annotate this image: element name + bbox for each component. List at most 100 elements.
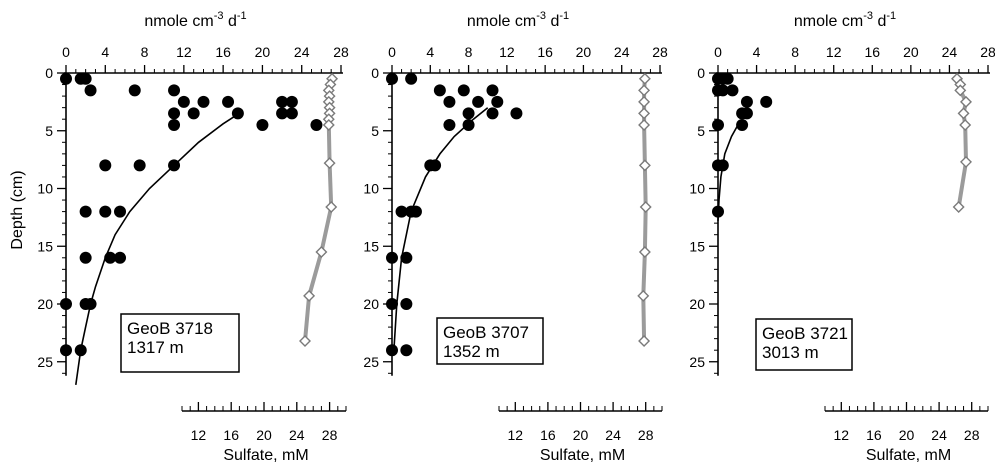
depth-axis-tick-label: 25 — [689, 354, 705, 370]
rate-point — [740, 107, 753, 120]
sulfate-point — [638, 159, 651, 172]
rate-point — [133, 159, 146, 172]
rate-point — [400, 344, 413, 357]
rate-point — [386, 344, 398, 357]
rate-point — [712, 205, 724, 218]
rate-point — [472, 95, 485, 108]
depth-axis-tick-label: 25 — [363, 354, 379, 370]
rate-point — [187, 107, 200, 120]
sulfate-point — [639, 200, 652, 213]
rate-point — [84, 84, 97, 97]
sulfate-axis-tick-label: 28 — [322, 427, 338, 443]
axis-title-text: nmole cm — [467, 13, 536, 30]
sulfate-axis-tick-label: 20 — [256, 427, 272, 443]
rate-point — [491, 95, 504, 108]
top-axis-tick-label: 8 — [141, 44, 149, 60]
water-depth-label: 1317 m — [127, 338, 184, 357]
sulfate-point — [960, 95, 972, 108]
sulfate-point — [638, 95, 651, 108]
rate-point — [222, 95, 235, 108]
sulfate-axis-tick-label: 12 — [834, 427, 850, 443]
depth-axis-tick-label: 15 — [689, 238, 705, 254]
rate-point — [386, 298, 398, 310]
sulfate-point — [954, 84, 967, 97]
rate-point — [386, 251, 398, 264]
rate-point — [400, 298, 413, 310]
site-label-box — [755, 318, 853, 371]
sulfate-point — [303, 289, 316, 302]
rate-point — [736, 118, 749, 131]
rate-point — [721, 72, 734, 85]
rate-point — [84, 298, 97, 310]
sulfate-point — [637, 289, 650, 302]
depth-axis-tick-label: 15 — [37, 238, 53, 254]
site-label: GeoB 3718 — [127, 319, 213, 338]
rate-point — [486, 107, 499, 120]
rate-point — [405, 72, 418, 85]
depth-axis-tick-label: 5 — [371, 123, 379, 139]
top-axis-title: nmole cm-3 d-1 — [794, 10, 896, 30]
rate-point — [60, 72, 72, 85]
sulfate-point — [959, 118, 972, 131]
rate-point — [443, 118, 456, 131]
axis-title-text: d — [873, 13, 886, 30]
superscript-exponent: -1 — [237, 10, 247, 22]
rate-point — [99, 205, 112, 218]
sulfate-axis-tick-label: 24 — [605, 427, 621, 443]
sulfate-axis-title: Sulfate, mM — [223, 447, 308, 464]
sulfate-axis-tick-label: 20 — [899, 427, 915, 443]
sulfate-point — [960, 155, 972, 168]
top-axis-tick-label: 24 — [942, 44, 958, 60]
superscript-exponent: -3 — [536, 10, 546, 22]
sulfate-axis-tick-label: 28 — [638, 427, 654, 443]
axis-title-text: nmole cm — [794, 13, 863, 30]
depth-axis-tick-label: 0 — [45, 65, 53, 81]
top-axis-tick-label: 12 — [176, 44, 192, 60]
axis-title-text: d — [224, 13, 237, 30]
top-axis-tick-label: 16 — [537, 44, 553, 60]
rate-point — [462, 107, 475, 120]
top-axis-tick-label: 0 — [714, 44, 722, 60]
rate-point — [197, 95, 210, 108]
top-axis-tick-label: 16 — [215, 44, 231, 60]
rate-point — [443, 95, 456, 108]
rate-point — [486, 84, 499, 97]
top-axis-tick-label: 16 — [864, 44, 880, 60]
rate-point — [114, 251, 127, 264]
rate-point — [177, 95, 190, 108]
depth-axis-tick-label: 0 — [697, 65, 705, 81]
sulfate-point — [638, 334, 651, 347]
rate-point — [168, 107, 181, 120]
rate-point — [79, 72, 92, 85]
depth-axis-tick-label: 5 — [697, 123, 705, 139]
rate-point — [409, 205, 422, 218]
top-axis-tick-label: 24 — [294, 44, 310, 60]
depth-axis-tick-label: 10 — [37, 181, 53, 197]
rate-point — [740, 95, 753, 108]
site-label-box — [120, 313, 240, 373]
water-depth-label: 3013 m — [762, 343, 819, 362]
top-axis-tick-label: 0 — [62, 44, 70, 60]
rate-point — [457, 84, 470, 97]
sulfate-axis-title: Sulfate, mM — [866, 447, 951, 464]
depth-axis-tick-label: 10 — [363, 181, 379, 197]
sulfate-axis-tick-label: 12 — [191, 427, 207, 443]
top-axis-tick-label: 8 — [791, 44, 799, 60]
rate-point — [231, 107, 244, 120]
top-axis-tick-label: 12 — [826, 44, 842, 60]
sulfate-point — [638, 84, 651, 97]
axis-title-text: d — [546, 13, 559, 30]
top-axis-tick-label: 4 — [753, 44, 761, 60]
rate-point — [60, 344, 72, 357]
rate-point — [462, 118, 475, 131]
depth-axis-tick-label: 10 — [689, 181, 705, 197]
rate-point — [285, 95, 298, 108]
superscript-exponent: -1 — [886, 10, 896, 22]
top-axis-tick-label: 20 — [576, 44, 592, 60]
sulfate-axis-title: Sulfate, mM — [540, 447, 625, 464]
depth-axis-tick-label: 20 — [689, 296, 705, 312]
rate-point — [429, 159, 442, 172]
site-label-box — [436, 317, 544, 365]
rate-point — [760, 95, 773, 108]
sulfate-axis-tick-label: 16 — [866, 427, 882, 443]
